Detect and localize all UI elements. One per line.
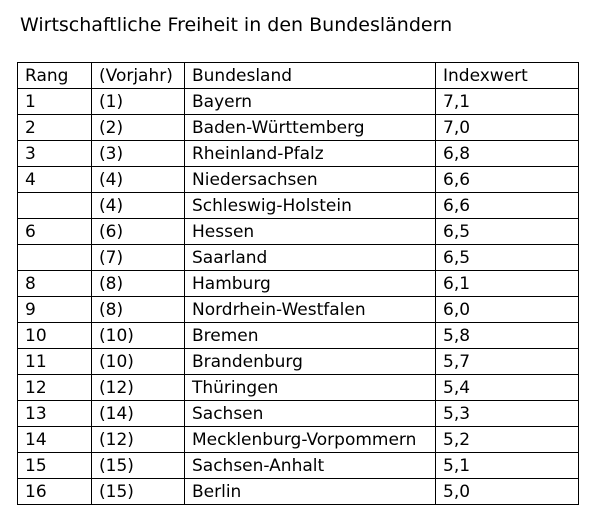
cell-vorjahr: (3) bbox=[91, 140, 185, 167]
cell-indexwert: 6,1 bbox=[435, 270, 579, 297]
table-row: 4 (4) Niedersachsen 6,6 bbox=[17, 166, 579, 193]
cell-bundesland: Bremen bbox=[184, 322, 436, 349]
cell-vorjahr: (8) bbox=[91, 296, 185, 323]
table-row: (7) Saarland 6,5 bbox=[17, 244, 579, 271]
cell-indexwert: 5,2 bbox=[435, 426, 579, 453]
table-body: 1 (1) Bayern 7,1 2 (2) Baden-Württemberg 7,0 3 (3… bbox=[17, 88, 579, 505]
cell-vorjahr: (12) bbox=[91, 426, 185, 453]
cell-indexwert: 5,3 bbox=[435, 400, 579, 427]
column-header-indexwert: Indexwert bbox=[435, 62, 579, 89]
cell-vorjahr: (2) bbox=[91, 114, 185, 141]
cell-rang: 13 bbox=[17, 400, 92, 427]
cell-rang: 9 bbox=[17, 296, 92, 323]
column-header-vorjahr: (Vorjahr) bbox=[91, 62, 185, 89]
cell-bundesland: Mecklenburg-Vorpommern bbox=[184, 426, 436, 453]
cell-vorjahr: (6) bbox=[91, 218, 185, 245]
cell-rang: 2 bbox=[17, 114, 92, 141]
table-row: 3 (3) Rheinland-Pfalz 6,8 bbox=[17, 140, 579, 167]
cell-indexwert: 6,5 bbox=[435, 244, 579, 271]
cell-bundesland: Bayern bbox=[184, 88, 436, 115]
table-row: 14 (12) Mecklenburg-Vorpommern 5,2 bbox=[17, 426, 579, 453]
cell-bundesland: Niedersachsen bbox=[184, 166, 436, 193]
cell-indexwert: 5,1 bbox=[435, 452, 579, 479]
cell-rang: 16 bbox=[17, 478, 92, 505]
cell-indexwert: 6,0 bbox=[435, 296, 579, 323]
cell-indexwert: 6,8 bbox=[435, 140, 579, 167]
cell-bundesland: Brandenburg bbox=[184, 348, 436, 375]
table-row: 12 (12) Thüringen 5,4 bbox=[17, 374, 579, 401]
cell-indexwert: 5,4 bbox=[435, 374, 579, 401]
cell-indexwert: 6,6 bbox=[435, 166, 579, 193]
cell-rang: 11 bbox=[17, 348, 92, 375]
cell-bundesland: Sachsen bbox=[184, 400, 436, 427]
cell-rang: 10 bbox=[17, 322, 92, 349]
cell-rang: 1 bbox=[17, 88, 92, 115]
table-row: 11 (10) Brandenburg 5,7 bbox=[17, 348, 579, 375]
cell-vorjahr: (4) bbox=[91, 166, 185, 193]
table-row: 15 (15) Sachsen-Anhalt 5,1 bbox=[17, 452, 579, 479]
cell-rang: 14 bbox=[17, 426, 92, 453]
cell-vorjahr: (4) bbox=[91, 192, 185, 219]
cell-indexwert: 5,7 bbox=[435, 348, 579, 375]
cell-vorjahr: (1) bbox=[91, 88, 185, 115]
cell-bundesland: Nordrhein-Westfalen bbox=[184, 296, 436, 323]
cell-bundesland: Sachsen-Anhalt bbox=[184, 452, 436, 479]
table-row: 16 (15) Berlin 5,0 bbox=[17, 478, 579, 505]
cell-bundesland: Thüringen bbox=[184, 374, 436, 401]
table-row: 10 (10) Bremen 5,8 bbox=[17, 322, 579, 349]
cell-bundesland: Hessen bbox=[184, 218, 436, 245]
cell-rang: 3 bbox=[17, 140, 92, 167]
cell-indexwert: 7,0 bbox=[435, 114, 579, 141]
cell-vorjahr: (8) bbox=[91, 270, 185, 297]
cell-vorjahr: (15) bbox=[91, 478, 185, 505]
cell-vorjahr: (10) bbox=[91, 322, 185, 349]
column-header-bundesland: Bundesland bbox=[184, 62, 436, 89]
table-row: 1 (1) Bayern 7,1 bbox=[17, 88, 579, 115]
table-row: 13 (14) Sachsen 5,3 bbox=[17, 400, 579, 427]
cell-vorjahr: (10) bbox=[91, 348, 185, 375]
cell-rang bbox=[17, 192, 92, 219]
table-header-row: Rang (Vorjahr) Bundesland Indexwert bbox=[17, 62, 579, 89]
cell-indexwert: 7,1 bbox=[435, 88, 579, 115]
table-row: 2 (2) Baden-Württemberg 7,0 bbox=[17, 114, 579, 141]
cell-rang bbox=[17, 244, 92, 271]
cell-bundesland: Berlin bbox=[184, 478, 436, 505]
cell-rang: 12 bbox=[17, 374, 92, 401]
cell-bundesland: Rheinland-Pfalz bbox=[184, 140, 436, 167]
cell-bundesland: Baden-Württemberg bbox=[184, 114, 436, 141]
cell-indexwert: 5,8 bbox=[435, 322, 579, 349]
table-row: (4) Schleswig-Holstein 6,6 bbox=[17, 192, 579, 219]
table-row: 8 (8) Hamburg 6,1 bbox=[17, 270, 579, 297]
cell-vorjahr: (12) bbox=[91, 374, 185, 401]
table-row: 6 (6) Hessen 6,5 bbox=[17, 218, 579, 245]
cell-bundesland: Hamburg bbox=[184, 270, 436, 297]
cell-rang: 4 bbox=[17, 166, 92, 193]
cell-bundesland: Schleswig-Holstein bbox=[184, 192, 436, 219]
cell-vorjahr: (15) bbox=[91, 452, 185, 479]
table-row: 9 (8) Nordrhein-Westfalen 6,0 bbox=[17, 296, 579, 323]
cell-rang: 6 bbox=[17, 218, 92, 245]
column-header-rang: Rang bbox=[17, 62, 92, 89]
cell-rang: 8 bbox=[17, 270, 92, 297]
ranking-table: Rang (Vorjahr) Bundesland Indexwert 1 (1)… bbox=[17, 62, 579, 505]
cell-indexwert: 6,6 bbox=[435, 192, 579, 219]
cell-indexwert: 6,5 bbox=[435, 218, 579, 245]
cell-vorjahr: (14) bbox=[91, 400, 185, 427]
page-title: Wirtschaftliche Freiheit in den Bundeslä… bbox=[20, 14, 453, 36]
cell-indexwert: 5,0 bbox=[435, 478, 579, 505]
cell-rang: 15 bbox=[17, 452, 92, 479]
cell-vorjahr: (7) bbox=[91, 244, 185, 271]
cell-bundesland: Saarland bbox=[184, 244, 436, 271]
